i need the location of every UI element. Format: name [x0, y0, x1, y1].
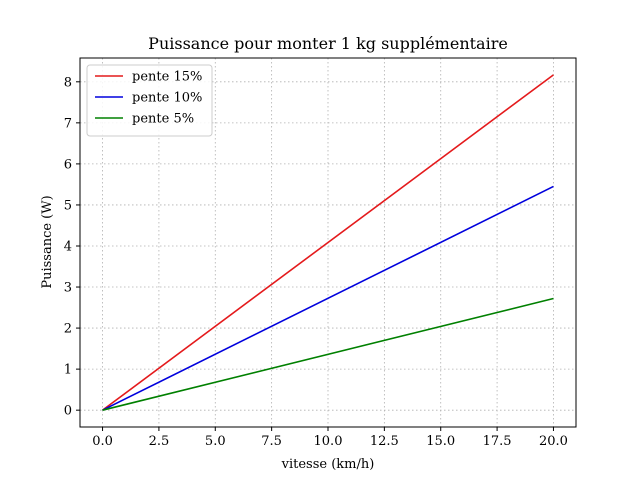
y-tick-label: 3 [64, 281, 72, 296]
x-tick-label: 5.0 [205, 434, 226, 449]
x-tick-label: 17.5 [483, 434, 512, 449]
y-tick-label: 4 [64, 239, 72, 254]
y-tick-label: 0 [64, 404, 72, 419]
y-tick-label: 7 [64, 116, 72, 131]
x-tick-label: 12.5 [370, 434, 399, 449]
legend: pente 15% pente 10% pente 5% [86, 64, 213, 137]
series-line-2 [102, 185, 554, 411]
x-tick-label: 15.0 [426, 434, 455, 449]
x-tick-label: 7.5 [261, 434, 282, 449]
chart-title: Puissance pour monter 1 kg supplémentair… [148, 34, 508, 53]
y-tick-label: 6 [64, 157, 72, 172]
y-axis-label: Puissance (W) [40, 195, 55, 288]
x-tick-label: 0.0 [92, 434, 113, 449]
x-tick-label: 2.5 [149, 434, 170, 449]
legend-label: pente 10% [132, 91, 202, 106]
x-tick-label: 20.0 [539, 434, 568, 449]
y-tick-label: 5 [64, 198, 72, 213]
legend-label: pente 15% [132, 70, 202, 85]
y-tick-label: 1 [64, 363, 72, 378]
series-line-3 [102, 297, 554, 411]
axis-ticks: 0.0 2.5 5.0 7.5 10.0 12.5 15.0 17.5 20.0 0 1 2 3 4 5 6 7… [64, 75, 568, 449]
y-tick-label: 8 [64, 75, 72, 90]
legend-label: pente 5% [132, 112, 194, 127]
series-line-1 [102, 74, 554, 411]
x-axis-label: vitesse (km/h) [281, 457, 375, 472]
series-layer [102, 74, 554, 411]
y-tick-label: 2 [64, 322, 72, 337]
x-tick-label: 10.0 [314, 434, 343, 449]
